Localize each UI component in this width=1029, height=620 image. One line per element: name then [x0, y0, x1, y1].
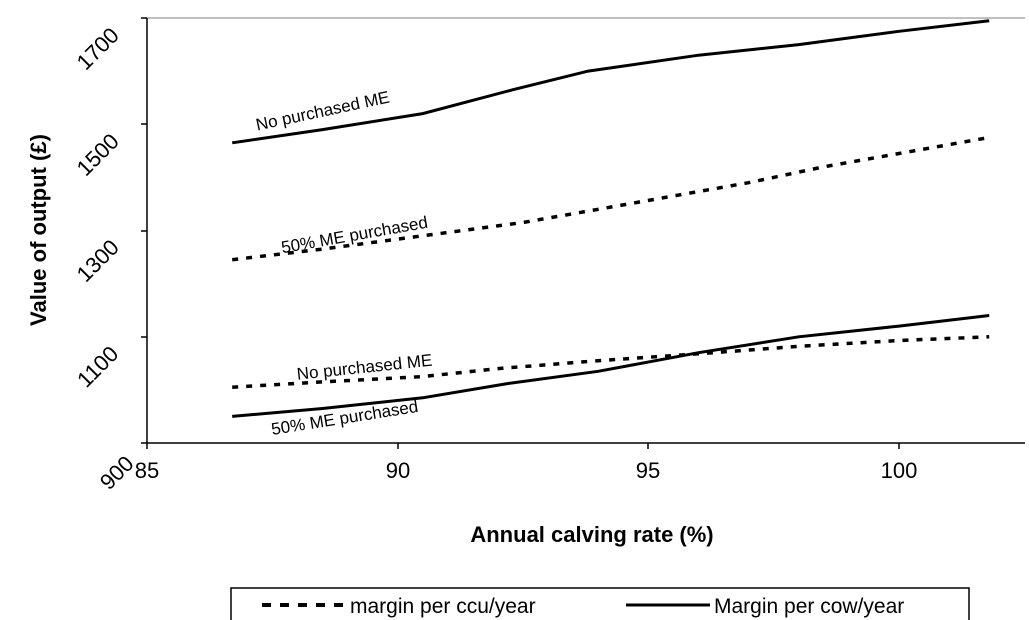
line-annotation: No purchased ME [296, 351, 433, 384]
series-line-cow-1 [232, 314, 990, 418]
legend: margin per ccu/year Margin per cow/year [230, 587, 970, 620]
y-tick-label: 900 [95, 451, 139, 495]
line-annotation: No purchased ME [254, 88, 391, 135]
series-line-cow-3 [231, 19, 990, 145]
y-tick-label: 1500 [72, 129, 124, 181]
legend-label: margin per ccu/year [350, 595, 536, 618]
x-tick-label: 95 [636, 458, 660, 483]
annotation-layer: No purchased ME 50% ME purchased No purcha… [254, 88, 433, 439]
y-axis-title: Value of output (£) [26, 134, 51, 326]
x-tick-label: 85 [135, 458, 159, 483]
series-layer [231, 19, 990, 418]
y-tick-label: 1700 [72, 23, 124, 75]
x-axis-title: Annual calving rate (%) [470, 522, 713, 547]
legend-label: Margin per cow/year [714, 595, 904, 618]
legend-box [230, 587, 970, 620]
line-annotation: 50% ME purchased [280, 213, 429, 257]
y-tick-label: 1100 [72, 341, 123, 392]
x-tick-label: 90 [386, 458, 410, 483]
series-line-ccu-0 [232, 335, 990, 389]
series-line-ccu-2 [231, 135, 990, 262]
y-tick-label: 1300 [72, 235, 124, 287]
line-annotation: 50% ME purchased [270, 397, 420, 439]
x-tick-label: 100 [881, 458, 918, 483]
